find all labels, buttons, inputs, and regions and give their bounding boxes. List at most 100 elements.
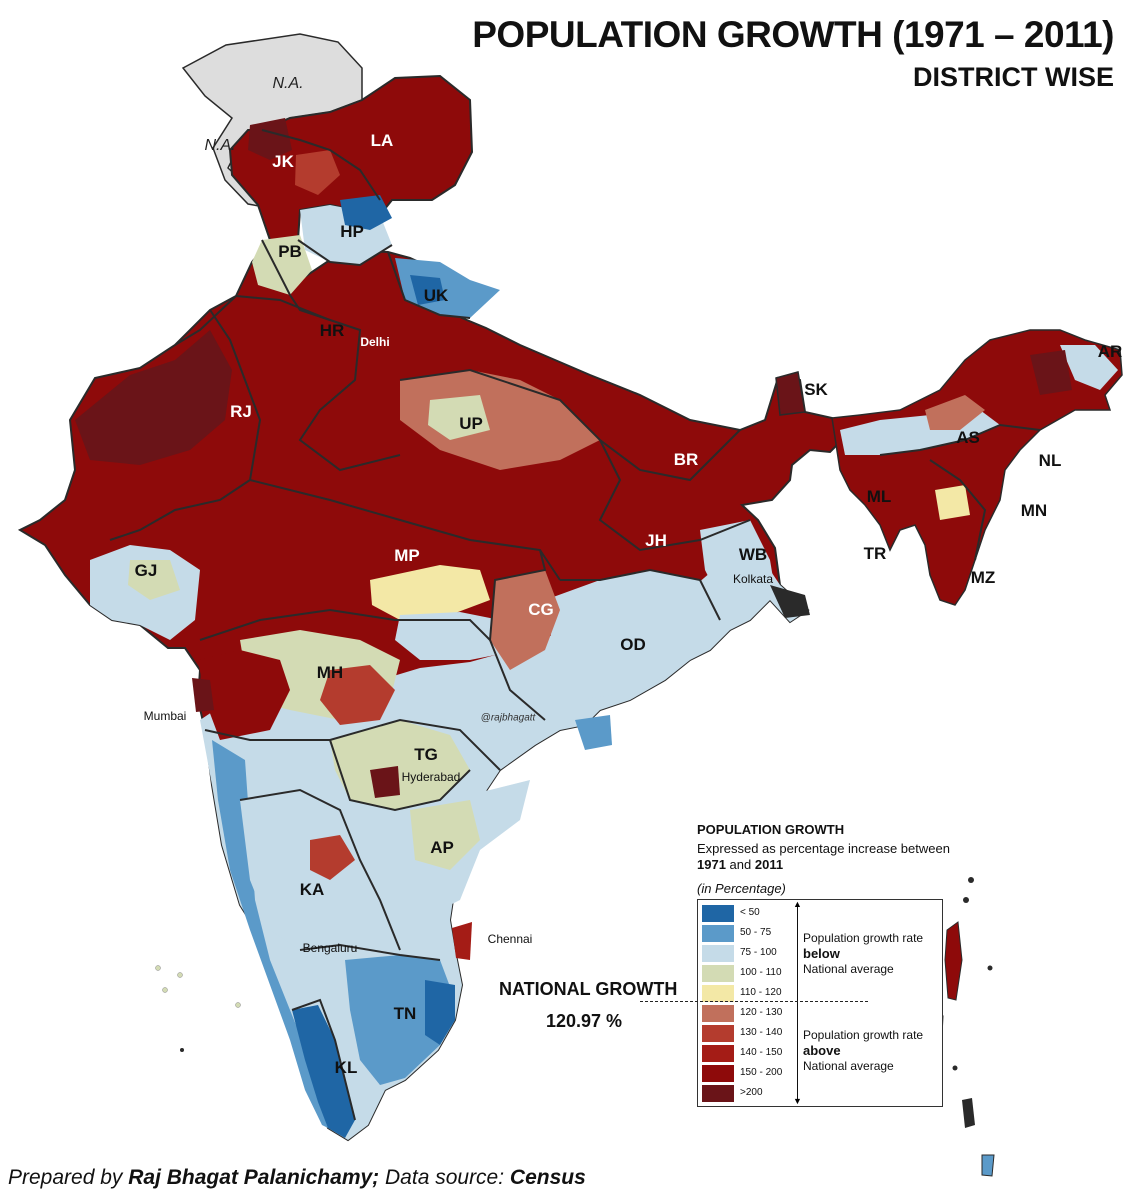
arrow-up-icon: ▲ <box>793 899 802 909</box>
city-label-mumbai: Mumbai <box>143 709 187 723</box>
island-dot <box>177 972 183 978</box>
legend-range: 100 - 110 <box>740 967 782 978</box>
state-label-od: OD <box>620 635 646 654</box>
island-dot <box>987 965 993 971</box>
mh-red2 <box>320 665 395 725</box>
swatch <box>702 905 734 922</box>
state-label-as: AS <box>956 428 980 447</box>
hyderabad-dark <box>370 766 400 798</box>
arrow-down-icon: ▼ <box>793 1096 802 1106</box>
map-subtitle: DISTRICT WISE <box>913 62 1114 92</box>
state-label-pb: PB <box>278 242 302 261</box>
legend-title: POPULATION GROWTH <box>697 822 845 837</box>
legend-description: Expressed as percentage increase between… <box>697 841 950 872</box>
chennai-red <box>452 922 472 960</box>
mp-yellow <box>370 565 490 620</box>
lakshadweep-islands <box>155 965 241 1052</box>
jk-rust <box>295 150 340 195</box>
od-light <box>545 570 720 700</box>
swatch <box>702 965 734 982</box>
swatch <box>702 1085 734 1102</box>
tn-dark-blue <box>425 980 455 1045</box>
state-label-ap: AP <box>430 838 454 857</box>
ne-region <box>831 329 1123 606</box>
legend-range: >200 <box>740 1087 763 1098</box>
swatch <box>702 925 734 942</box>
state-label-nl: NL <box>1038 451 1062 470</box>
ar-light <box>1060 345 1118 390</box>
legend-range: 120 - 130 <box>740 1007 783 1018</box>
state-label-la: LA <box>370 131 394 150</box>
swatch <box>702 1065 734 1082</box>
swatch <box>702 985 734 1002</box>
island-dot <box>968 877 974 883</box>
ap-green <box>410 800 480 870</box>
state-label-mp: MP <box>394 546 420 565</box>
island-dot <box>235 1002 241 1008</box>
state-label-mh: MH <box>316 663 344 682</box>
nicobar-island-2 <box>981 1154 995 1177</box>
national-growth-value: 120.97 % <box>546 1011 623 1031</box>
cg-mix <box>490 570 560 670</box>
legend-range: 130 - 140 <box>740 1027 783 1038</box>
swatch <box>702 945 734 962</box>
ar-dark <box>1030 350 1072 395</box>
mp-light <box>395 612 520 660</box>
state-label-uk: UK <box>423 286 449 305</box>
sikkim <box>775 371 806 416</box>
growth-overlays <box>75 118 1123 1140</box>
city-label-chennai: Chennai <box>487 932 533 946</box>
wb-light <box>700 520 775 610</box>
legend-range: 110 - 120 <box>740 987 782 998</box>
na-label: N.A. <box>272 75 304 92</box>
state-label-tr: TR <box>863 544 887 563</box>
rj-dark <box>75 330 232 465</box>
island-dot <box>162 987 168 993</box>
legend-note-above: Population growth rate above National av… <box>803 1028 924 1073</box>
mumbai-dark <box>192 678 214 712</box>
west-coast-blue <box>212 740 332 1130</box>
state-label-rj: RJ <box>230 402 252 421</box>
up-light <box>428 395 490 440</box>
na-label: N.A. <box>204 137 236 154</box>
city-label-kolkata: Kolkata <box>732 572 774 586</box>
legend-range: < 50 <box>740 907 760 918</box>
state-label-ml: ML <box>866 487 892 506</box>
state-label-ka: KA <box>299 880 325 899</box>
state-label-br: BR <box>673 450 699 469</box>
od-blue <box>575 715 612 750</box>
state-label-up: UP <box>459 414 483 433</box>
legend-range: 75 - 100 <box>740 947 777 958</box>
assam-rust <box>925 395 985 430</box>
state-label-kl: KL <box>334 1058 358 1077</box>
ka-light <box>240 790 360 950</box>
mh-red <box>198 650 290 740</box>
state-label-mz: MZ <box>970 568 996 587</box>
credit-line: Prepared by Raj Bhagat Palanichamy; Data… <box>8 1166 586 1189</box>
kolkata-dark <box>770 585 810 618</box>
state-label-jh: JH <box>645 531 667 550</box>
jk-dark <box>248 118 292 160</box>
legend-note-below: Population growth rate below National av… <box>803 931 924 976</box>
city-label-hyderabad: Hyderabad <box>401 770 461 784</box>
tg-mix <box>330 720 470 810</box>
legend-box: < 50 50 - 75 75 - 100 100 - 110 110 - 12… <box>697 899 943 1107</box>
state-label-hr: HR <box>319 321 345 340</box>
state-label-tn: TN <box>393 1004 417 1023</box>
tripura-yellow <box>935 485 970 520</box>
island-dot <box>155 965 161 971</box>
national-threshold-line <box>640 1001 868 1002</box>
state-label-wb: WB <box>738 545 768 564</box>
island-dot <box>952 1065 958 1071</box>
kerala-dark-blue <box>292 1005 355 1138</box>
legend-range: 150 - 200 <box>740 1067 783 1078</box>
state-label-gj: GJ <box>134 561 158 580</box>
andaman-island-1 <box>944 921 963 1001</box>
state-label-jk: JK <box>272 152 294 171</box>
nicobar-island-1 <box>962 1098 975 1128</box>
state-label-sk: SK <box>804 380 828 399</box>
city-label-bengaluru: Bengaluru <box>302 941 358 955</box>
swatch <box>702 1045 734 1062</box>
national-growth-label: NATIONAL GROWTH <box>499 979 678 999</box>
